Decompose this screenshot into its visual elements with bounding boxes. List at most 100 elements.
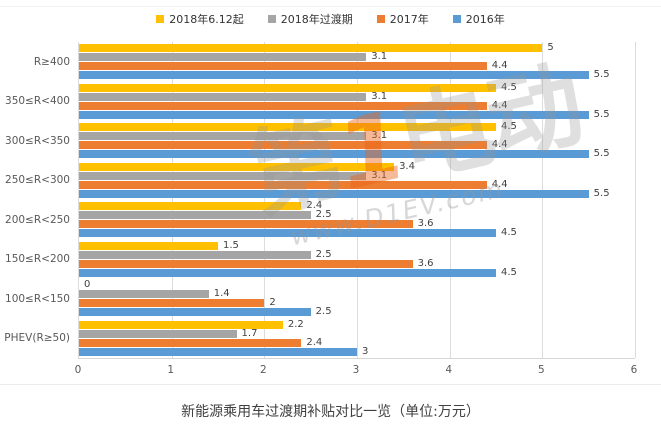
legend-marker (156, 15, 165, 23)
bar-value-label: 2.5 (314, 209, 333, 221)
bar (79, 53, 367, 62)
chart-legend: 2018年6.12起 2018年过渡期 2017年 2016年 (0, 11, 661, 27)
bar-value-label: 4.4 (490, 60, 509, 72)
bar (79, 83, 496, 92)
y-category-label: PHEV(R≥50) (4, 332, 70, 345)
bar-value-label: 3.1 (370, 169, 389, 181)
bar (79, 241, 218, 250)
x-tick-label: 1 (167, 364, 174, 376)
x-tick-label: 4 (445, 364, 452, 376)
chart-caption: 新能源乘用车过渡期补贴对比一览（单位:万元） (181, 404, 480, 420)
bar (79, 132, 367, 141)
bar-value-label: 1.4 (212, 288, 231, 300)
legend-marker (376, 15, 385, 23)
bar (79, 259, 413, 268)
bar-value-label: 2 (268, 297, 277, 309)
bar-value-label: 2.5 (314, 248, 333, 260)
bar (79, 62, 487, 71)
bar-value-label: 4.4 (490, 139, 509, 151)
bar (79, 299, 265, 308)
bar-value-label: 3.6 (416, 218, 435, 230)
bar (79, 308, 311, 317)
legend-item: 2018年过渡期 (267, 11, 353, 27)
bar (79, 141, 487, 150)
bar-value-label: 5.5 (592, 187, 611, 199)
bar (79, 211, 311, 220)
gridline (542, 42, 544, 358)
bar-value-label: 5.5 (592, 69, 611, 81)
bottom-divider (0, 384, 661, 385)
bar (79, 162, 395, 171)
bar-value-label: 4.4 (490, 178, 509, 190)
bar-value-label: 4.5 (500, 227, 518, 239)
bar-value-label: 3 (361, 345, 370, 357)
bar-value-label: 3.1 (370, 51, 389, 63)
bar (79, 101, 487, 110)
bar (79, 150, 589, 159)
bar-value-label: 5.5 (592, 108, 611, 120)
y-category-label: 300≤R<350 (5, 134, 70, 147)
bar-value-label: 4.5 (500, 81, 518, 93)
legend-label: 2017年 (389, 13, 429, 26)
bar (79, 250, 311, 259)
legend-marker (267, 15, 276, 23)
bar (79, 220, 413, 229)
bar-value-label: 3.1 (370, 90, 389, 102)
bar-value-label: 5.5 (592, 148, 611, 160)
bar (79, 171, 367, 180)
gridline (635, 42, 636, 358)
legend-marker (452, 15, 461, 23)
plot-area: 5 3.1 4.4 5.5 4.5 3.1 4.4 5.5 4.5 3.1 4.4 5.5 3.4 3.1… (78, 42, 636, 359)
legend-label: 2016年 (465, 13, 505, 26)
bar-value-label: 1.7 (240, 327, 259, 339)
bar (79, 110, 589, 119)
y-category-label: R≥400 (33, 55, 70, 68)
bar (79, 180, 487, 189)
legend-item: 2016年 (452, 11, 505, 27)
bar (79, 320, 283, 329)
bar-value-label: 2.2 (286, 318, 305, 330)
y-category-label: 150≤R<200 (5, 253, 70, 266)
legend-label: 2018年过渡期 (280, 13, 353, 26)
bar (79, 347, 357, 356)
bar (79, 92, 367, 101)
legend-item: 2018年6.12起 (156, 11, 244, 27)
gridline (171, 42, 173, 358)
bar-value-label: 3.1 (370, 130, 389, 142)
x-tick-label: 6 (630, 364, 638, 376)
bar-value-label: 2.4 (305, 200, 324, 212)
bar-value-label: 4.5 (500, 121, 518, 133)
y-category-label: 350≤R<400 (5, 95, 70, 108)
x-tick-label: 2 (259, 364, 267, 376)
gridline (264, 42, 266, 358)
bar-value-label: 4.5 (500, 266, 518, 278)
bar-value-label: 5 (546, 42, 555, 54)
bar (79, 268, 496, 277)
x-tick-label: 0 (74, 364, 82, 376)
x-tick-label: 3 (352, 364, 360, 376)
bar (79, 189, 589, 198)
legend-label: 2018年6.12起 (169, 13, 244, 26)
top-divider (0, 6, 661, 7)
bar-value-label: 4.4 (490, 99, 509, 111)
x-tick-label: 5 (537, 364, 545, 376)
bar-value-label: 1.5 (222, 239, 240, 251)
bar-value-label: 3.6 (416, 257, 435, 269)
bar (79, 329, 237, 338)
y-category-label: 200≤R<250 (5, 213, 70, 226)
y-category-label: 100≤R<150 (5, 292, 70, 305)
bar-value-label: 2.5 (314, 306, 333, 318)
bar (79, 71, 589, 80)
bar-value-label: 3.4 (398, 160, 416, 172)
legend-item: 2017年 (376, 11, 429, 27)
bar-value-label: 2.4 (305, 336, 324, 348)
bar-value-label: 0 (83, 279, 92, 291)
bar (79, 290, 209, 299)
bar (79, 202, 302, 211)
bar (79, 338, 302, 347)
y-category-label: 250≤R<300 (5, 174, 70, 187)
bar (79, 44, 543, 53)
bar (79, 123, 496, 132)
gridline (449, 42, 451, 358)
